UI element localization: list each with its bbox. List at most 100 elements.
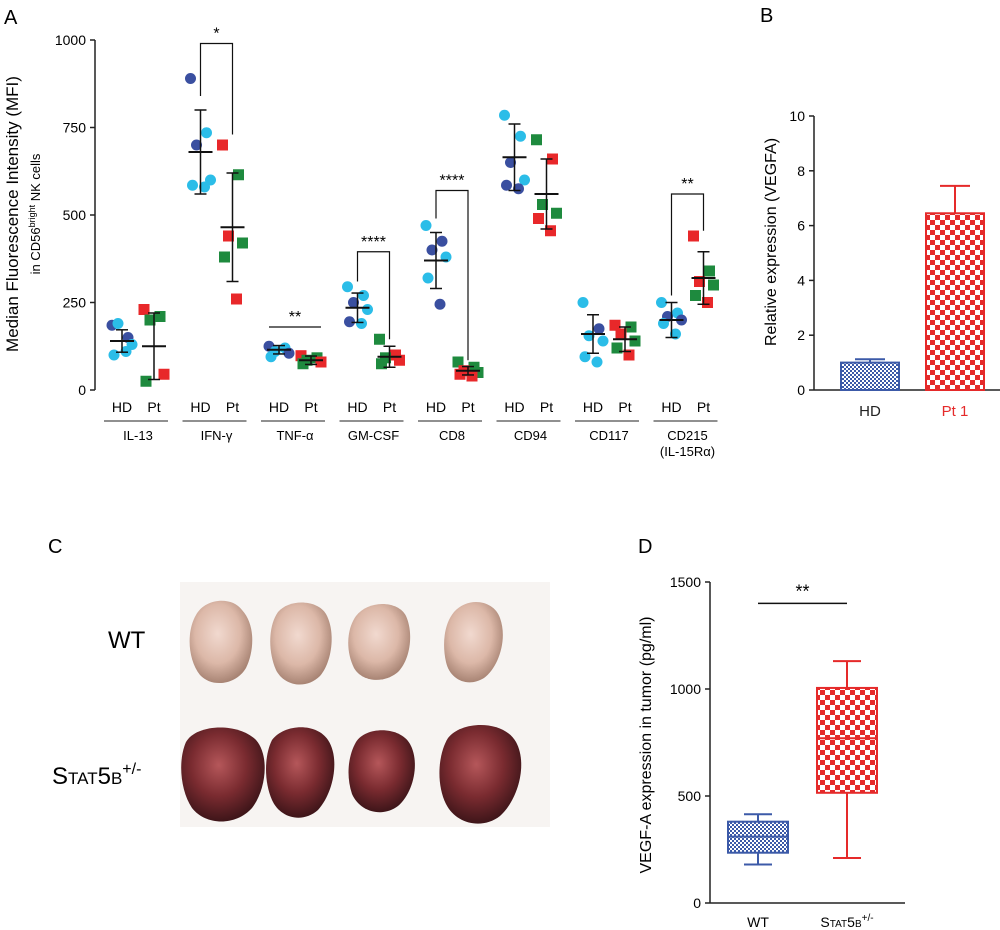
a-group-label-pt: Pt [147,399,160,415]
a-data-point-pt [708,279,719,291]
d-y-tick-label: 500 [678,788,702,804]
b-y-tick-label: 6 [797,218,805,234]
a-data-point-pt [138,304,150,315]
d-y-tick-label: 1000 [670,681,701,697]
a-data-point-pt [551,207,562,219]
a-group-label-pt: Pt [697,399,710,415]
a-data-point-hd [434,298,446,310]
a-data-point-hd [185,73,196,84]
b-bar [840,361,900,392]
a-significance-bracket [356,251,391,340]
a-data-point-hd [593,323,605,335]
tumor-wt-2 [270,602,332,685]
a-significance-label: ** [289,309,301,326]
a-category-sublabel: (IL-15Rα) [660,444,715,459]
panel-d-box: VEGF-A expression in tumor (pg/ml) 0 500 1… [638,574,905,930]
tumor-stat5b-4 [439,724,522,824]
a-data-point-hd [519,174,530,186]
a-group-label-hd: HD [269,399,289,415]
a-data-point-pt [374,333,385,345]
panel-a-scatter: Median Fluorescence Intensity (MFI) in C… [3,26,719,459]
a-data-point-pt [154,311,166,322]
a-y-tick-label: 500 [63,207,87,223]
a-category-label: TNF-α [276,428,314,443]
a-data-point-pt [237,237,248,249]
a-data-point-hd [191,139,202,151]
a-data-point-pt [297,358,309,370]
a-significance-label: ** [681,176,693,193]
a-category-label: IL-13 [123,428,153,443]
panel-label-c: C [48,536,62,558]
photo-row-label-stat5b: Stat5b+/- [52,761,141,790]
a-group-label-hd: HD [504,399,524,415]
a-data-point-pt [472,367,484,378]
a-significance-bracket [670,193,705,296]
a-data-point-pt [702,297,713,308]
a-category-label: CD117 [589,428,629,443]
a-data-point-hd [265,351,277,363]
a-data-point-hd [591,356,603,368]
a-group-label-hd: HD [583,399,603,415]
a-data-point-hd [112,318,124,329]
tumor-stat5b-2 [266,727,335,818]
a-significance-label: * [213,26,219,43]
a-data-point-pt [295,350,307,362]
b-x-label: Pt 1 [942,403,969,420]
a-data-point-hd [356,318,367,329]
b-y-tick-label: 0 [797,382,805,398]
tumor-stat5b-3 [348,730,415,813]
a-category-label: CD8 [439,428,465,443]
a-category-label: CD94 [514,428,547,443]
a-group-label-pt: Pt [383,399,396,415]
a-data-point-hd [358,290,369,301]
d-x-label: Stat5b+/- [820,913,873,930]
a-group-label-pt: Pt [540,399,553,415]
b-x-label: HD [859,403,881,420]
a-data-point-hd [348,297,359,308]
a-group-label-hd: HD [426,399,446,415]
a-data-point-pt [140,375,152,387]
panel-c-tumor-photo: WT Stat5b+/- [52,582,550,827]
a-data-point-hd [187,179,198,191]
d-y-tick-label: 1500 [670,574,701,590]
a-data-point-pt [376,358,387,370]
a-data-point-hd [515,130,526,142]
a-data-point-pt [466,370,478,382]
a-group-label-pt: Pt [304,399,317,415]
a-data-point-pt [394,354,405,366]
a-data-point-hd [199,181,210,193]
a-data-point-pt [223,230,234,242]
a-data-point-hd [362,304,373,315]
a-group-label-hd: HD [190,399,210,415]
a-group-label-pt: Pt [618,399,631,415]
a-data-point-pt [217,139,228,151]
panel-d-ylabel: VEGF-A expression in tumor (pg/ml) [638,617,655,874]
a-data-point-pt [144,314,156,326]
a-data-point-pt [609,319,621,331]
a-data-point-hd [426,244,438,256]
a-data-point-pt [454,368,466,380]
panel-label-d: D [638,536,652,558]
a-data-point-pt [690,290,701,301]
a-data-point-hd [597,335,609,347]
panel-a-ylabel-main: Median Fluorescence Intensity (MFI) [3,76,22,352]
a-data-point-pt [452,356,464,368]
tumor-wt-4 [444,601,503,683]
a-significance-label: **** [440,173,465,190]
a-significance-bracket [435,189,469,361]
a-data-point-pt [629,335,641,347]
a-category-label: CD215 [667,428,707,443]
a-y-tick-label: 0 [78,382,86,398]
a-data-point-pt [545,225,556,237]
a-data-point-pt [615,328,627,340]
a-y-tick-label: 250 [63,295,87,311]
a-group-label-pt: Pt [461,399,474,415]
panel-label-a: A [4,7,18,29]
a-data-point-pt [688,230,699,242]
a-y-tick-label: 750 [63,120,87,136]
b-y-tick-label: 8 [797,163,805,179]
a-data-point-hd [342,281,353,293]
a-significance-label: **** [361,234,386,251]
a-data-point-pt [231,293,242,305]
tumor-stat5b-1 [181,727,265,822]
